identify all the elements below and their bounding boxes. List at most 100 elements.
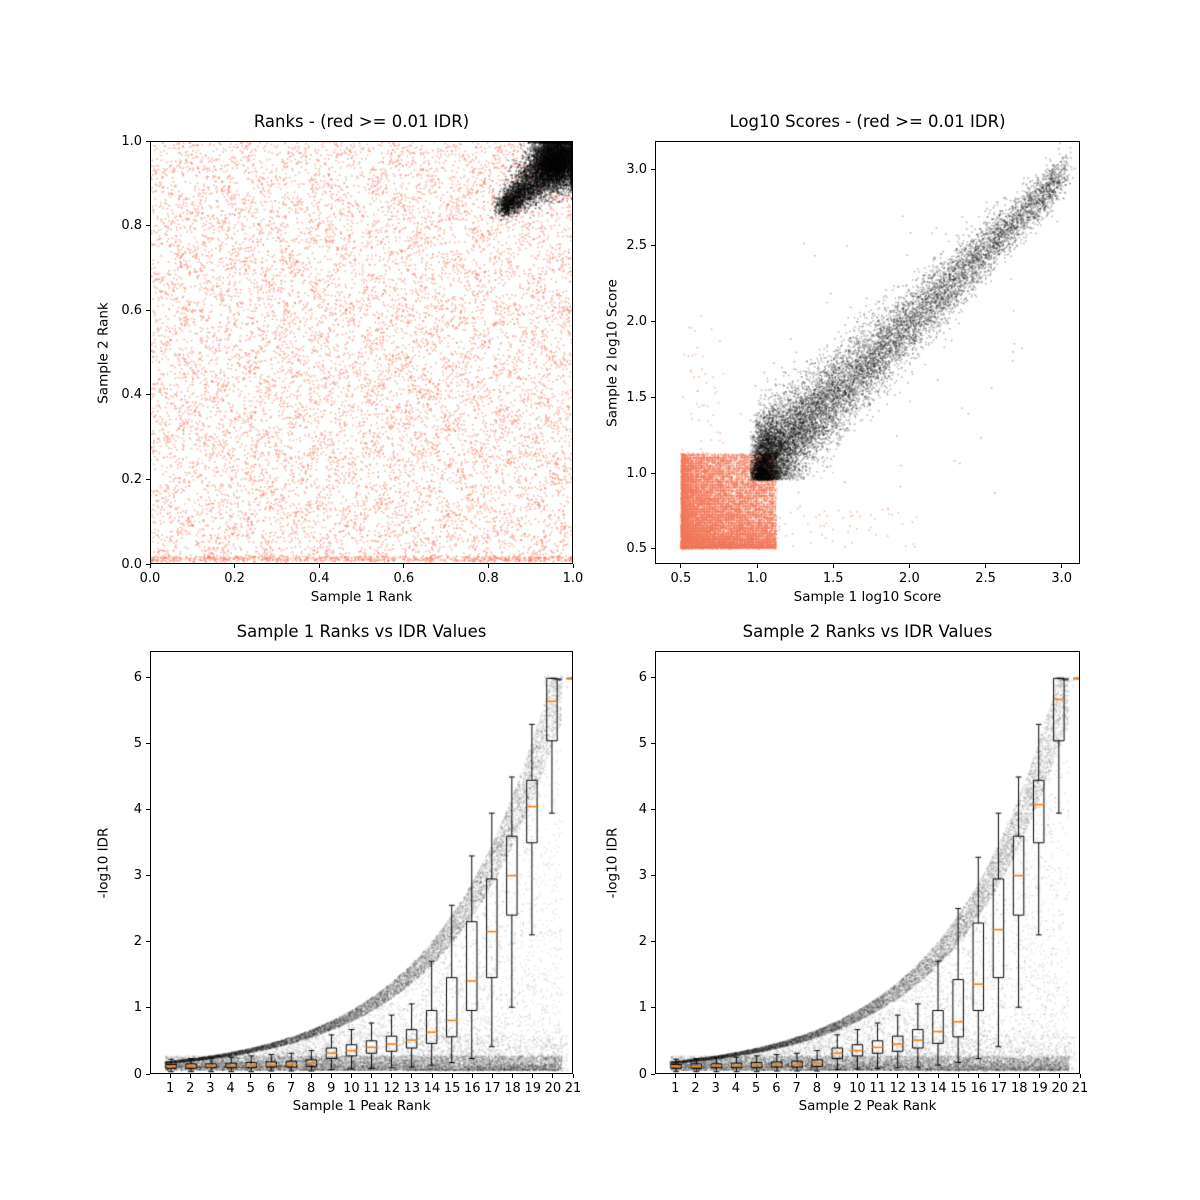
plot4-y-tick-label: 4 <box>638 802 647 818</box>
plot4-x-tick-mark <box>1039 1074 1041 1078</box>
plot3-xlabel: Sample 1 Peak Rank <box>292 1098 431 1114</box>
plot4-scatter-canvas <box>656 652 1079 1073</box>
plot4-x-tick-mark <box>1018 1074 1020 1078</box>
plot1-x-tick-label: 0.2 <box>224 571 245 586</box>
plot4-x-tick-mark <box>674 1074 676 1078</box>
plot4-x-tick-label: 17 <box>990 1081 1008 1096</box>
plot3-x-tick-mark <box>391 1074 393 1078</box>
plot3-y-tick-mark <box>146 1007 150 1009</box>
plot3-x-tick-label: 18 <box>504 1081 521 1096</box>
plot1-y-tick-label: 1.0 <box>121 133 142 149</box>
plot1-y-tick-mark <box>146 309 150 311</box>
plot4-x-tick-label: 16 <box>970 1081 988 1096</box>
plot1-y-tick-mark <box>146 140 150 142</box>
plot1-y-tick-label: 0.6 <box>121 302 142 318</box>
plot1-y-tick-mark <box>146 394 150 396</box>
plot3-x-tick-label: 19 <box>524 1081 541 1096</box>
plot3-x-tick-mark <box>512 1074 514 1078</box>
plot2-x-tick-mark <box>756 564 758 568</box>
plot3-y-tick-mark <box>146 1073 150 1075</box>
plot3-y-tick-label: 5 <box>133 736 142 752</box>
plot2-x-tick-mark <box>908 564 910 568</box>
plot4-x-tick-mark <box>917 1074 919 1078</box>
plot4-xlabel: Sample 2 Peak Rank <box>798 1098 937 1114</box>
plot3-x-tick-mark <box>411 1074 413 1078</box>
plot3-x-tick-label: 2 <box>186 1081 195 1096</box>
plot1-title: Ranks - (red >= 0.01 IDR) <box>253 112 470 131</box>
plot2-y-tick-label: 0.5 <box>626 541 647 557</box>
plot4-x-tick-mark <box>897 1074 899 1078</box>
plot2-x-tick-mark <box>985 564 987 568</box>
plot3-x-tick-label: 11 <box>363 1081 380 1096</box>
plot3-x-tick-label: 20 <box>544 1081 562 1096</box>
plot3-x-tick-mark <box>169 1074 171 1078</box>
plot4-x-tick-label: 10 <box>849 1081 866 1096</box>
plot3-x-tick-mark <box>350 1074 352 1078</box>
plot2-x-tick-label: 2.5 <box>975 571 996 586</box>
plot4-x-tick-label: 21 <box>1071 1081 1089 1096</box>
plot4-y-tick-mark <box>651 676 655 678</box>
plot3-x-tick-mark <box>209 1074 211 1078</box>
plot4-x-tick-label: 2 <box>691 1081 700 1096</box>
plot1-y-tick-mark <box>146 563 150 565</box>
plot3-x-tick-label: 15 <box>443 1081 461 1096</box>
plot3-x-tick-label: 14 <box>423 1081 441 1096</box>
plot4-x-tick-mark <box>1059 1074 1061 1078</box>
plot3-y-tick-label: 4 <box>133 802 142 818</box>
plot4-x-tick-mark <box>856 1074 858 1078</box>
plot1-x-tick-mark <box>403 564 405 568</box>
plot4-x-tick-mark <box>1079 1074 1081 1078</box>
plot3-x-tick-mark <box>270 1074 272 1078</box>
plot3-x-tick-label: 12 <box>383 1081 400 1096</box>
plot4-x-tick-mark <box>978 1074 980 1078</box>
plot3-x-tick-label: 8 <box>307 1081 316 1096</box>
plot3-x-tick-label: 10 <box>343 1081 360 1096</box>
plot1-y-tick-label: 0.2 <box>121 471 142 487</box>
plot3-scatter-canvas <box>151 652 572 1073</box>
plot4-x-tick-label: 15 <box>950 1081 967 1096</box>
plot4-x-tick-mark <box>877 1074 879 1078</box>
plot3-x-tick-mark <box>330 1074 332 1078</box>
plot4-y-tick-label: 6 <box>638 669 647 685</box>
plot4-x-tick-label: 13 <box>909 1081 927 1096</box>
plot4-x-tick-label: 4 <box>731 1081 741 1096</box>
plot2-y-tick-mark <box>651 320 655 322</box>
plot2-x-tick-label: 1.5 <box>822 571 844 586</box>
plot3-x-tick-label: 7 <box>286 1081 296 1096</box>
plot4-x-tick-label: 14 <box>930 1081 947 1096</box>
plot2-y-tick-label: 2.0 <box>626 313 647 329</box>
plot3-x-tick-label: 5 <box>246 1081 255 1096</box>
plot1-y-tick-mark <box>146 478 150 480</box>
plot1-x-tick-mark <box>149 564 151 568</box>
plot4-x-tick-label: 3 <box>711 1081 720 1096</box>
plot2-axes <box>655 141 1080 564</box>
plot3-x-tick-mark <box>491 1074 493 1078</box>
plot4-x-tick-mark <box>816 1074 818 1078</box>
plot4-x-tick-label: 8 <box>812 1081 822 1096</box>
plot4-x-tick-label: 9 <box>833 1081 842 1096</box>
plot2-y-tick-label: 1.0 <box>626 465 647 481</box>
plot2-y-tick-mark <box>651 548 655 550</box>
plot4-axes <box>655 651 1080 1074</box>
plot4-x-tick-label: 11 <box>869 1081 886 1096</box>
plot2-x-tick-label: 1.0 <box>746 571 768 586</box>
plot4-x-tick-label: 18 <box>1011 1081 1028 1096</box>
plot3-y-tick-mark <box>146 676 150 678</box>
plot3-y-tick-label: 2 <box>133 934 142 950</box>
plot3-y-tick-mark <box>146 875 150 877</box>
plot3-y-tick-mark <box>146 941 150 943</box>
plot1-x-tick-mark <box>234 564 236 568</box>
plot2-y-tick-mark <box>651 169 655 171</box>
plot2-scatter-canvas <box>656 142 1079 563</box>
plot4-y-tick-mark <box>651 875 655 877</box>
plot2-y-tick-mark <box>651 245 655 247</box>
plot4-x-tick-label: 19 <box>1031 1081 1048 1096</box>
plot2-x-tick-mark <box>1061 564 1063 568</box>
plot3-x-tick-label: 4 <box>226 1081 235 1096</box>
plot4-x-tick-label: 5 <box>752 1081 761 1096</box>
plot2-x-tick-mark <box>680 564 682 568</box>
plot1-x-tick-label: 0.8 <box>478 571 499 586</box>
plot4-y-tick-label: 1 <box>638 1000 647 1016</box>
plot4-x-tick-mark <box>694 1074 696 1078</box>
